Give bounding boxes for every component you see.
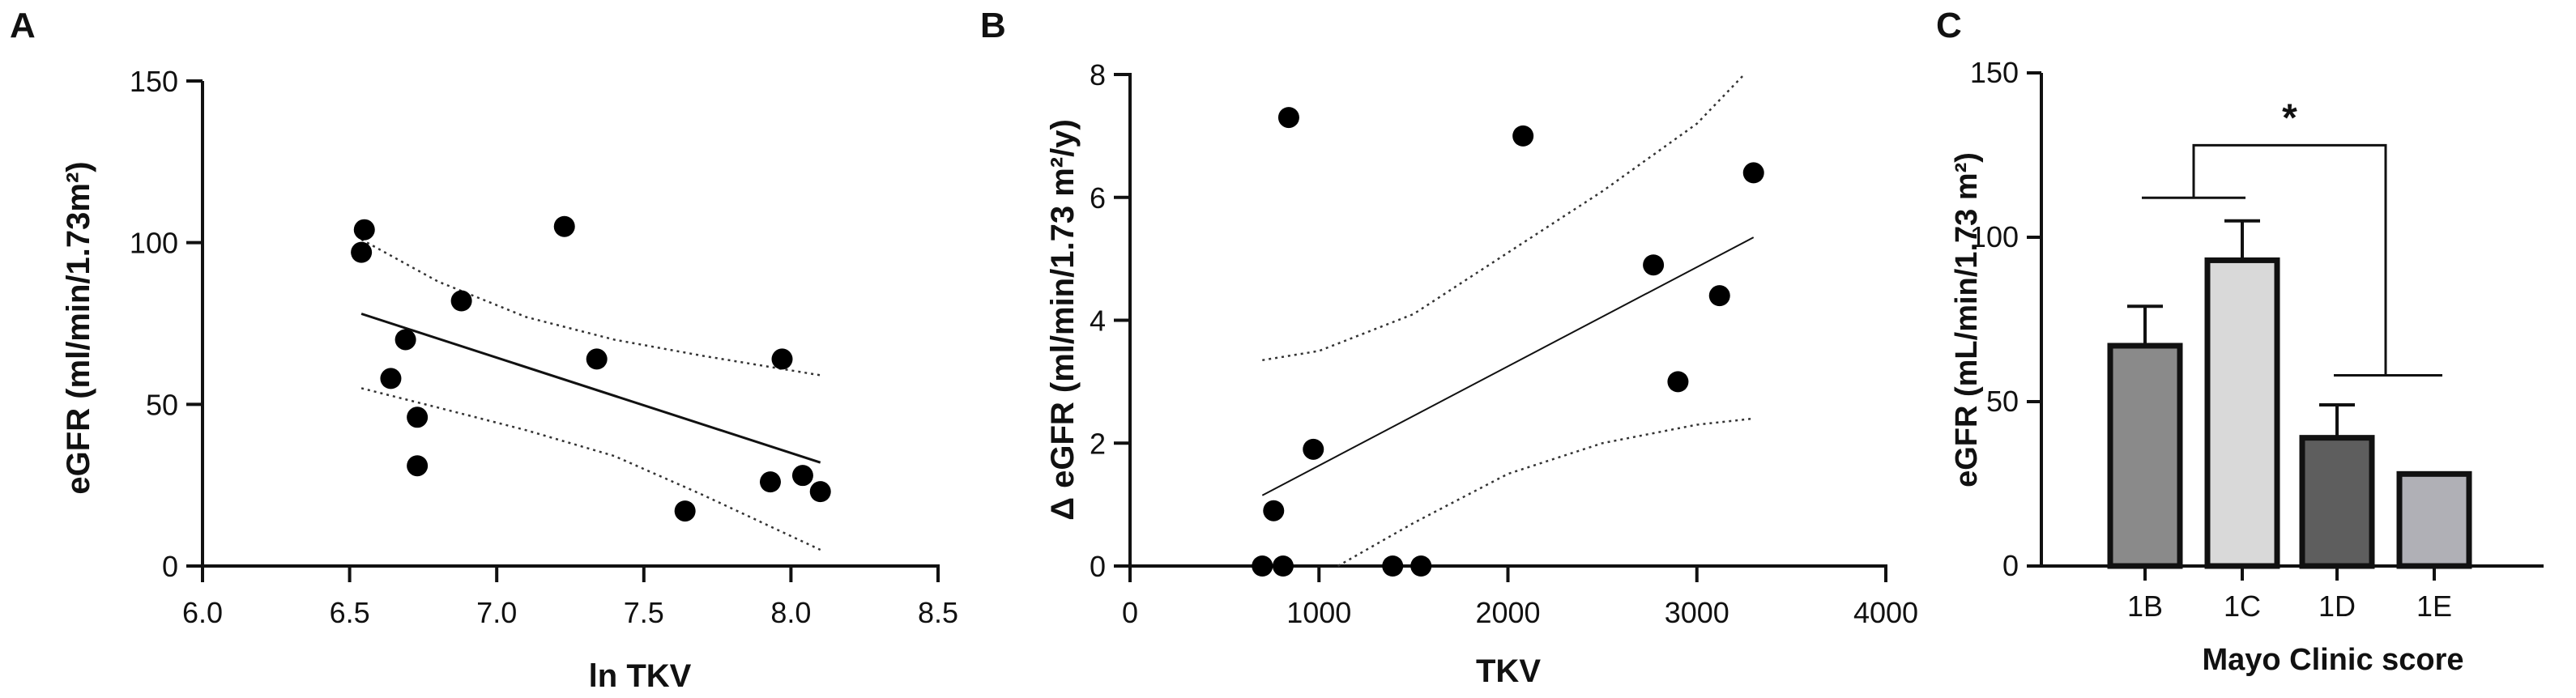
y-tick-label: 2 [1090,427,1106,460]
data-point [759,471,781,493]
x-tick-label: 3000 [1665,596,1729,629]
x-tick-label: 1B [2127,589,2163,623]
panel-letter-a: A [10,6,36,45]
data-point [1252,555,1273,577]
significance-bracket [2192,143,2387,376]
x-tick-label: 7.0 [476,596,517,629]
panel-letter-c: C [1936,6,1962,45]
panel-letter-b: B [980,6,1006,45]
data-point [553,215,575,237]
confidence-band-upper [1262,74,1746,362]
data-point [1410,555,1432,577]
regression-line [1261,236,1755,496]
panel-c-x-label: Mayo Clinic score [2202,643,2463,677]
data-point [1643,254,1665,276]
bar-1c [2204,257,2280,569]
y-tick-label: 50 [1986,385,2019,418]
bar-1b [2107,343,2183,569]
y-tick-label: 100 [1970,220,2019,253]
regression-line [360,313,821,464]
x-tick-label: 8.5 [918,596,958,629]
data-point [586,348,608,370]
x-tick-label: 0 [1122,596,1138,629]
data-point [407,455,429,477]
x-tick-label: 7.5 [624,596,664,629]
data-point [1667,371,1689,393]
panel-b-x-label: TKV [1476,653,1541,689]
bar-1e [2396,470,2472,569]
x-tick-label: 1D [2318,589,2356,623]
data-point [1277,107,1299,129]
data-point [351,241,373,263]
y-tick-label: 0 [2002,549,2019,582]
confidence-band-lower [360,387,821,551]
y-tick-label: 0 [162,550,178,583]
data-point [395,329,416,351]
data-point [1303,438,1324,460]
data-point [674,500,696,522]
data-point [1272,555,1294,577]
x-tick-label: 1C [2224,589,2261,623]
panel-a: A 0 50 100 150 6.0 6.5 7.0 7.5 8.0 8.5 ln TKV eG… [10,6,958,694]
y-tick-label: 4 [1090,304,1106,338]
data-point [771,348,793,370]
y-tick-label: 0 [1090,550,1106,583]
y-tick-label: 8 [1090,58,1106,92]
x-tick-label: 4000 [1853,596,1918,629]
y-tick-label: 50 [146,388,178,421]
y-tick-label: 150 [1970,56,2019,89]
y-tick-label: 100 [130,227,178,260]
data-point [353,219,375,240]
panel-c-y-label: eGFR (mL/min/1.73 m²) [1950,152,1984,487]
data-point [380,368,402,389]
x-tick-label: 6.0 [182,596,223,629]
x-tick-label: 1E [2416,589,2452,623]
x-tick-label: 8.0 [770,596,811,629]
panel-a-x-label: ln TKV [589,658,692,694]
bar-1d [2299,435,2375,569]
data-point [791,465,813,487]
y-tick-label: 6 [1090,181,1106,215]
confidence-band-lower [1337,417,1754,568]
panel-a-y-label: eGFR (ml/min/1.73m²) [61,161,96,494]
panel-c: C 0 50 100 150 1B 1C 1D 1E * Mayo Clinic score… [1936,6,2544,677]
data-point [1263,500,1285,521]
data-point [450,290,472,312]
panel-b-y-label: Δ eGFR (ml/min/1.73 m²/y) [1045,119,1081,521]
panel-b: B 0 2 4 6 8 0 1000 2000 3000 4000 TKV Δ eGFR (ml… [980,6,1918,689]
data-point [1708,285,1730,307]
confidence-band-upper [360,238,821,377]
data-point [1512,125,1534,147]
x-tick-label: 2000 [1475,596,1540,629]
y-tick-label: 150 [130,65,178,98]
data-point [407,406,429,428]
x-tick-label: 1000 [1286,596,1351,629]
x-tick-label: 6.5 [330,596,370,629]
data-point [1742,162,1764,184]
significance-label: * [2282,96,2297,139]
data-point [809,481,831,503]
data-point [1382,555,1404,577]
